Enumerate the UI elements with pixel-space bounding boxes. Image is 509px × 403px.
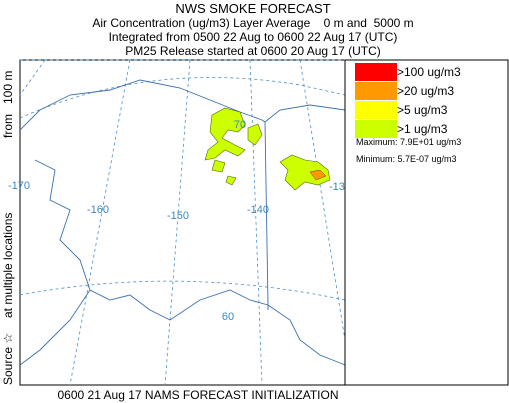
map-frame bbox=[19, 59, 346, 386]
smoke-area bbox=[204, 107, 246, 161]
latitude-line bbox=[19, 280, 346, 301]
coastline bbox=[19, 289, 91, 366]
side-label: from 100 m bbox=[1, 71, 15, 138]
header-line: PM25 Release started at 0600 20 Aug 17 (… bbox=[125, 44, 380, 58]
coastline bbox=[264, 104, 346, 123]
longitude-line bbox=[69, 59, 131, 386]
legend-minimum: Minimum: 5.7E-07 ug/m3 bbox=[356, 154, 457, 164]
legend-swatch bbox=[355, 82, 397, 100]
longitude-label: -160 bbox=[87, 204, 109, 216]
longitude-label: -170 bbox=[8, 180, 30, 192]
smoke-area bbox=[279, 154, 331, 191]
header-line: Integrated from 0500 22 Aug to 0600 22 A… bbox=[109, 30, 398, 44]
latitude-label: 60 bbox=[222, 311, 234, 323]
legend-maximum: Maximum: 7.9E+01 ug/m3 bbox=[356, 137, 461, 147]
longitude-line bbox=[299, 59, 346, 341]
longitude-line bbox=[164, 59, 191, 386]
latitude-label: 70 bbox=[234, 119, 246, 131]
side-label: Source ☆ bbox=[1, 333, 15, 385]
legend-label: >1 ug/m3 bbox=[397, 122, 448, 136]
smoke-area bbox=[247, 123, 263, 146]
header-line: Air Concentration (ug/m3) Layer Average … bbox=[92, 16, 413, 30]
legend-label: >20 ug/m3 bbox=[397, 84, 454, 98]
footer: 0600 21 Aug 17 NAMS FORECAST INITIALIZAT… bbox=[58, 388, 339, 402]
coastline bbox=[34, 159, 269, 321]
smoke-core bbox=[309, 169, 327, 181]
legend-swatch bbox=[355, 120, 397, 138]
legend-swatch bbox=[355, 101, 397, 119]
smoke-area bbox=[225, 175, 237, 186]
legend-swatch bbox=[355, 63, 397, 81]
legend-label: >100 ug/m3 bbox=[397, 65, 461, 79]
longitude-label: -150 bbox=[167, 210, 189, 222]
side-label: at multiple locations bbox=[1, 213, 15, 318]
longitude-line bbox=[249, 59, 263, 386]
title: NWS SMOKE FORECAST bbox=[175, 1, 330, 16]
longitude-label: -140 bbox=[247, 204, 269, 216]
legend: Maximum: 7.9E+01 ug/m3 Minimum: 5.7E-07 … bbox=[344, 59, 509, 386]
map: -170 -160 -150 -140 -130 60 70 bbox=[8, 59, 351, 386]
graticule bbox=[19, 59, 346, 386]
legend-label: >5 ug/m3 bbox=[397, 103, 448, 117]
smoke-area bbox=[211, 159, 226, 173]
longitude-line bbox=[19, 59, 46, 96]
smoke-plume bbox=[204, 107, 331, 191]
